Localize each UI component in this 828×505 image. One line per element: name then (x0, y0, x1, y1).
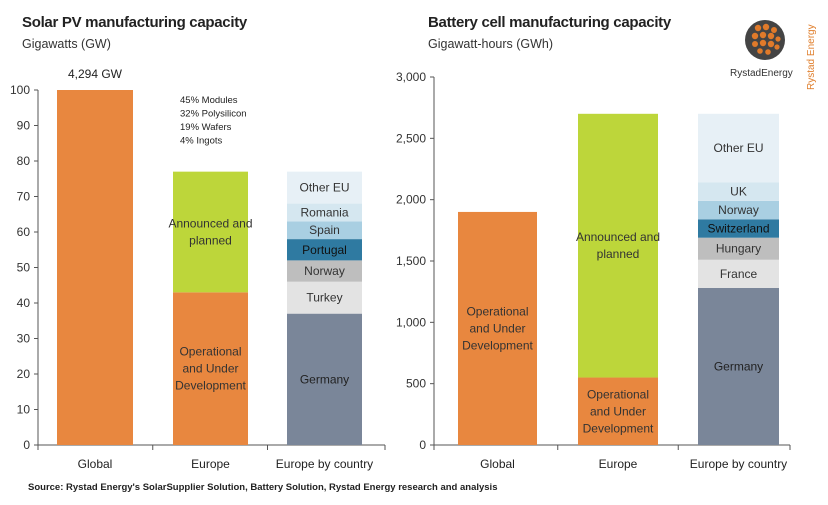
battery-y-tick-label: 2,500 (396, 131, 426, 145)
solar-segment-label: Norway (304, 264, 345, 278)
battery-bar-europe-operational-and-under-development (578, 377, 658, 445)
solar-y-tick-label: 70 (17, 190, 31, 204)
battery-y-tick-label: 1,000 (396, 315, 426, 329)
battery-segment-label: UK (730, 185, 747, 199)
solar-segment-label: Germany (300, 372, 349, 386)
battery-segment-label: Germany (714, 359, 763, 373)
battery-segment-label: Switzerland (707, 221, 769, 235)
solar-bar-europe-by-country-portugal (287, 239, 362, 261)
solar-bar-europe-operational-and-under-development (173, 292, 248, 445)
solar-segment-label: planned (189, 234, 232, 248)
battery-segment-label: Hungary (716, 242, 761, 256)
battery-segment-label: Operational (587, 387, 649, 401)
solar-bar-top-label: 4,294 GW (68, 67, 123, 81)
chart-subtitle-solar: Gigawatts (GW) (22, 37, 111, 51)
battery-segment-label: Operational (466, 304, 528, 318)
solar-y-tick-label: 100 (10, 83, 30, 97)
battery-bar-europe-by-country-germany (698, 287, 779, 445)
chart-title-solar: Solar PV manufacturing capacity (22, 14, 247, 31)
solar-segment-label: Spain (309, 223, 340, 237)
battery-segment-label: Norway (718, 203, 759, 217)
solar-category-label: Europe by country (276, 457, 373, 471)
solar-annotation-line: 45% Modules (180, 95, 238, 106)
solar-segment-label: Announced and (168, 217, 252, 231)
solar-segment-label: Other EU (299, 181, 349, 195)
battery-category-label: Europe (599, 457, 638, 471)
rystad-logo-text: RystadEnergy (730, 68, 793, 79)
battery-bar-europe-by-country-other-eu (698, 113, 779, 183)
charts-canvas: 0 10 20 30 40 50 60 70 80 90 100 Global 4,294 GW Oper… (10, 67, 791, 471)
rystad-logo-icon (740, 10, 820, 85)
battery-y-tick-label: 0 (419, 438, 426, 452)
solar-y-tick-label: 80 (17, 154, 31, 168)
battery-y-tick-label: 3,000 (396, 70, 426, 84)
chart-title-battery: Battery cell manufacturing capacity (428, 14, 671, 31)
battery-segment-label: Other EU (713, 141, 763, 155)
battery-segment-label: and Under (469, 321, 525, 335)
solar-segment-label: and Under (182, 362, 238, 376)
solar-category-label: Europe (191, 457, 230, 471)
battery-category-label: Global (480, 457, 515, 471)
chart-subtitle-battery: Gigawatt-hours (GWh) (428, 37, 554, 51)
battery-segment-label: Announced and (576, 230, 660, 244)
battery-bar-europe-by-country-france (698, 259, 779, 288)
solar-y-tick-label: 90 (17, 119, 31, 133)
solar-segment-label: Romania (300, 205, 348, 219)
battery-bar-europe-by-country-uk (698, 182, 779, 201)
solar-y-tick-label: 40 (17, 296, 31, 310)
solar-y-tick-label: 0 (23, 438, 30, 452)
battery-bar-europe-by-country-hungary (698, 237, 779, 260)
solar-bar-europe-by-country-turkey (287, 281, 362, 314)
battery-y-tick-label: 2,000 (396, 193, 426, 207)
battery-bar-europe-by-country-norway (698, 200, 779, 220)
battery-y-tick-label: 1,500 (396, 254, 426, 268)
battery-segment-label: planned (597, 247, 640, 261)
solar-bar-europe-by-country-germany (287, 313, 362, 445)
solar-y-tick-label: 60 (17, 225, 31, 239)
solar-segment-label: Turkey (306, 291, 342, 305)
battery-segment-label: Development (462, 338, 533, 352)
solar-bar-europe-by-country-romania (287, 203, 362, 222)
solar-y-tick-label: 50 (17, 261, 31, 275)
battery-segment-label: Development (583, 421, 654, 435)
source-note: Source: Rystad Energy's SolarSupplier So… (28, 482, 498, 493)
battery-bar-europe-announced-and-planned (578, 113, 658, 378)
solar-annotation-line: 4% Ingots (180, 136, 222, 147)
solar-annotation-line: 19% Wafers (180, 122, 232, 133)
battery-bar-europe-by-country-switzerland (698, 219, 779, 238)
battery-bar-global-operational-and-under-development (458, 211, 537, 445)
solar-bar-global-segment (57, 90, 133, 445)
solar-segment-label: Portugal (302, 243, 347, 257)
solar-bar-europe-by-country-spain (287, 221, 362, 240)
solar-y-tick-label: 20 (17, 367, 31, 381)
solar-bar-europe-announced-and-planned (173, 171, 248, 293)
solar-annotation-line: 32% Polysilicon (180, 109, 247, 120)
battery-segment-label: France (720, 267, 758, 281)
solar-bar-europe-by-country-other-eu (287, 171, 362, 204)
battery-category-label: Europe by country (690, 457, 787, 471)
solar-bar-europe-by-country-norway (287, 260, 362, 282)
battery-y-tick-label: 500 (406, 377, 426, 391)
solar-y-tick-label: 30 (17, 332, 31, 346)
solar-segment-label: Operational (179, 345, 241, 359)
solar-y-tick-label: 10 (17, 403, 31, 417)
solar-segment-label: Development (175, 379, 246, 393)
battery-segment-label: and Under (590, 404, 646, 418)
solar-category-label: Global (78, 457, 113, 471)
